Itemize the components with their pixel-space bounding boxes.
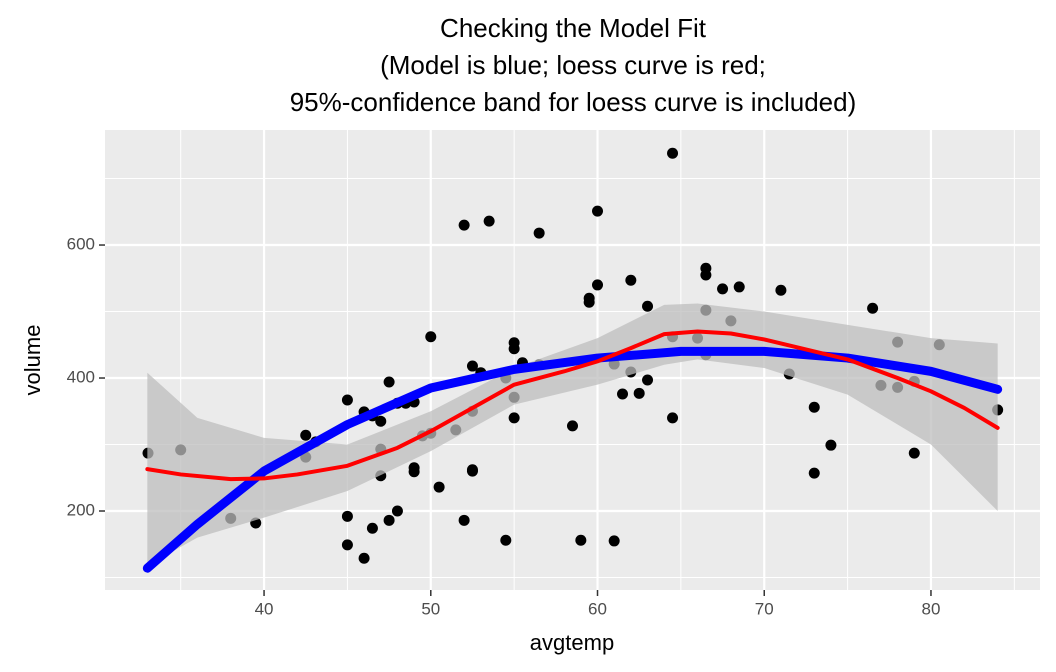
point [642, 300, 654, 312]
point [808, 467, 820, 479]
y-tick-label: 200 [67, 500, 95, 519]
line [145, 329, 1000, 482]
point [583, 296, 595, 308]
point [533, 227, 545, 239]
x-tick-label: 60 [588, 599, 607, 618]
point [825, 439, 837, 451]
point [483, 215, 495, 227]
point [908, 447, 920, 459]
point [425, 331, 437, 343]
point [592, 205, 604, 217]
point [633, 387, 645, 399]
point [466, 465, 478, 477]
x-tick-label: 40 [255, 599, 274, 618]
point [775, 284, 787, 296]
point [500, 534, 512, 546]
x-tick-label: 80 [922, 599, 941, 618]
point [642, 374, 654, 386]
point [567, 420, 578, 432]
point [608, 535, 620, 547]
point [341, 510, 353, 522]
point [391, 505, 403, 517]
point [508, 412, 520, 424]
point [366, 522, 378, 534]
point [575, 534, 587, 546]
point [617, 388, 629, 400]
point [300, 429, 312, 441]
x-tick-label: 50 [421, 599, 440, 618]
chart-title: Checking the Model Fit [440, 13, 707, 43]
point [341, 394, 353, 406]
y-tick-label: 400 [67, 368, 95, 387]
point [733, 281, 745, 293]
point [458, 514, 470, 526]
y-tick-label: 600 [67, 235, 95, 254]
y-axis-label: volume [20, 325, 45, 396]
point [592, 279, 604, 291]
point [717, 283, 729, 295]
point [667, 412, 679, 424]
x-axis-label: avgtemp [530, 630, 614, 655]
point [358, 552, 370, 564]
point [408, 466, 420, 478]
point [508, 343, 520, 355]
point [867, 302, 879, 314]
point [375, 415, 387, 427]
point [433, 481, 445, 493]
point [808, 401, 820, 413]
point [383, 376, 395, 388]
point [383, 514, 395, 526]
point [667, 147, 679, 159]
point [458, 219, 470, 231]
confidence-band [147, 303, 998, 566]
point [700, 269, 712, 281]
chart-title: (Model is blue; loess curve is red; [380, 50, 766, 80]
x-tick-label: 70 [755, 599, 774, 618]
point [466, 360, 478, 372]
point [341, 539, 353, 551]
point [625, 274, 637, 286]
chart-title: 95%-confidence band for loess curve is i… [290, 87, 857, 117]
